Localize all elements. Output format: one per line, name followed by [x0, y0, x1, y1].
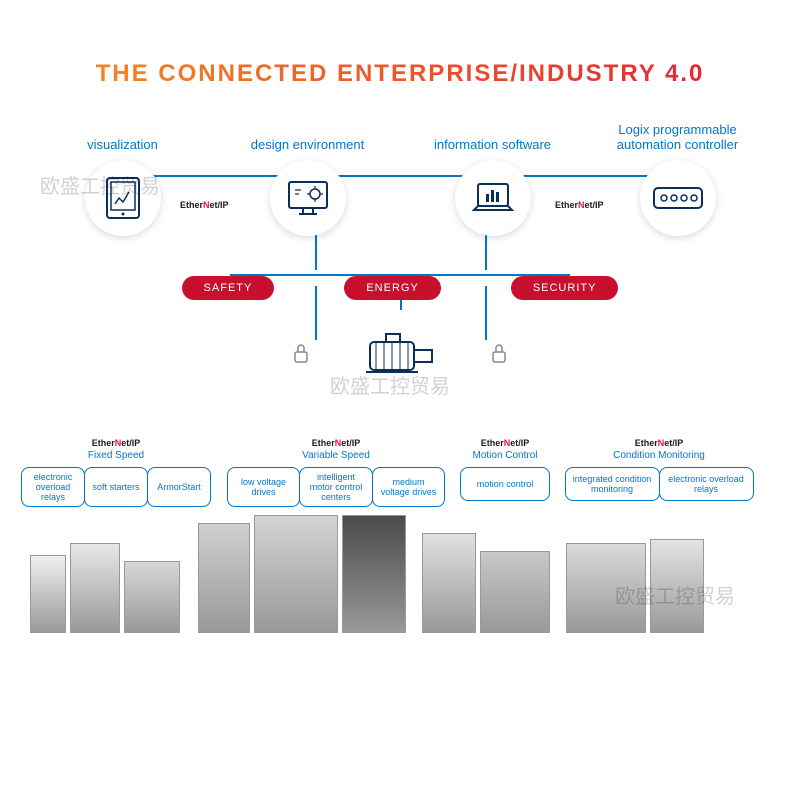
main-title: THE CONNECTED ENTERPRISE/INDUSTRY 4.0: [0, 0, 800, 88]
box-row: integrated condition monitoringelectroni…: [565, 467, 754, 501]
category-header: EtherNet/IP Fixed Speed: [88, 438, 144, 461]
watermark-2: 欧盛工控贸易: [330, 370, 450, 399]
product-image: [124, 561, 180, 633]
product-image: [254, 515, 338, 633]
top-node-logix: Logix programmable automation controller: [593, 118, 763, 236]
ethernet-brand: EtherNet/IP: [88, 438, 144, 448]
node-label: visualization: [87, 118, 158, 152]
pill-safety: SAFETY: [182, 276, 275, 300]
pill-row: SAFETY ENERGY SECURITY: [0, 276, 800, 300]
node-label: design environment: [251, 118, 364, 152]
watermark-1: 欧盛工控贸易: [40, 170, 160, 199]
lock-icon-left: [292, 342, 310, 364]
lock-icon-right: [490, 342, 508, 364]
top-nodes-row: visualization design environment informa…: [0, 88, 800, 236]
category-row: EtherNet/IPFixed Speedelectronic overloa…: [20, 438, 780, 507]
controller-icon: [652, 184, 704, 212]
product-box: electronic overload relays: [21, 467, 85, 507]
laptop-chart-icon: [470, 180, 516, 216]
product-image: [422, 533, 476, 633]
ethernet-label-2: EtherNet/IP: [555, 200, 604, 210]
category-subtitle: Fixed Speed: [88, 450, 144, 461]
category: EtherNet/IP Condition Monitoring integrate…: [564, 438, 754, 507]
category: EtherNet/IP Motion Control motion control: [460, 438, 550, 507]
monitor-design-icon: [285, 178, 331, 218]
ethernet-brand: EtherNet/IP: [613, 438, 705, 448]
product-image: [70, 543, 120, 633]
product-box: soft starters: [84, 467, 148, 507]
top-node-design: design environment: [223, 118, 393, 236]
category-subtitle: Condition Monitoring: [613, 450, 705, 461]
product-image: [480, 551, 550, 633]
product-box: low voltage drives: [227, 467, 300, 507]
top-node-info: information software: [408, 118, 578, 236]
category-subtitle: Variable Speed: [302, 450, 370, 461]
design-circle: [270, 160, 346, 236]
product-image: [198, 523, 250, 633]
product-box: integrated condition monitoring: [565, 467, 660, 501]
ethernet-label-1: EtherNet/IP: [180, 200, 229, 210]
product-box: electronic overload relays: [659, 467, 754, 501]
ethernet-brand: EtherNet/IP: [302, 438, 370, 448]
box-row: low voltage drivesintelligent motor cont…: [227, 467, 445, 507]
top-connector-line: [100, 175, 700, 177]
category-header: EtherNet/IP Motion Control: [472, 438, 537, 461]
pill-energy: ENERGY: [344, 276, 440, 300]
product-image: [342, 515, 406, 633]
products-row: [20, 507, 780, 633]
category: EtherNet/IPFixed Speedelectronic overloa…: [20, 438, 212, 507]
box-row: electronic overload relayssoft startersA…: [21, 467, 211, 507]
product-box: medium voltage drives: [372, 467, 445, 507]
logix-circle: [640, 160, 716, 236]
product-box: motion control: [460, 467, 550, 501]
category: EtherNet/IPVariable Speedlow voltage dri…: [226, 438, 446, 507]
pill-security: SECURITY: [511, 276, 619, 300]
product-box: ArmorStart: [147, 467, 211, 507]
product-image: [30, 555, 66, 633]
node-label: Logix programmable automation controller: [593, 118, 763, 152]
category-header: EtherNet/IP Variable Speed: [302, 438, 370, 461]
watermark-3: 欧盛工控贸易: [615, 580, 735, 609]
node-label: information software: [434, 118, 551, 152]
category-header: EtherNet/IP Condition Monitoring: [613, 438, 705, 461]
product-box: intelligent motor control centers: [299, 467, 373, 507]
box-row: motion control: [460, 467, 550, 501]
ethernet-brand: EtherNet/IP: [472, 438, 537, 448]
info-circle: [455, 160, 531, 236]
category-subtitle: Motion Control: [472, 450, 537, 461]
